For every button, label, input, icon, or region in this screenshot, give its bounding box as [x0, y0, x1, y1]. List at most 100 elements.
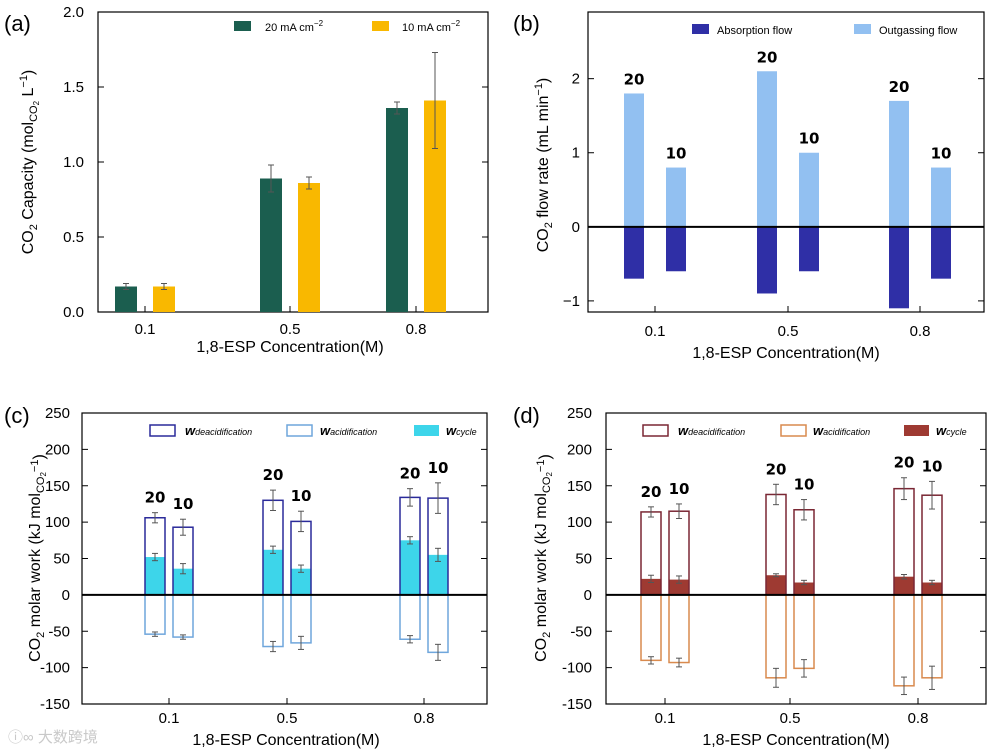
- y-tick-label: 250: [45, 405, 70, 422]
- wcycle-bar-0.1-20: [145, 557, 165, 595]
- panel-c-x-ticks: 0.1 0.5 0.8: [159, 698, 435, 727]
- panel-b-legend-label-absorption: Absorption flow: [717, 25, 792, 37]
- panel-b-bars: 20 10 20 10 20 10: [588, 48, 984, 309]
- wcycle-bar-0.1-20: [641, 578, 661, 595]
- absorption-bar-0.8-20: [889, 226, 909, 309]
- wcycle-bar-0.1-10: [669, 579, 689, 595]
- group-label: 10: [794, 476, 815, 494]
- panel-d-y-label: CO2 molar work (kJ molCO2−1): [533, 454, 554, 662]
- wacidification-bar-0.5-20: [765, 594, 787, 679]
- panel-b-letter: (b): [513, 11, 540, 36]
- absorption-bar-0.8-10: [931, 226, 951, 279]
- y-tick-label: 0.5: [63, 229, 84, 246]
- group-label: 20: [263, 466, 284, 484]
- x-tick-label: 0.8: [414, 710, 435, 727]
- panel-d-letter: (d): [513, 403, 540, 428]
- outgassing-bar-0.5-10: [799, 152, 819, 227]
- wacidification-bar-0.8-20: [893, 594, 915, 687]
- y-tick-label: 1.5: [63, 79, 84, 96]
- panel-c-y-label: CO2 molar work (kJ molCO2−1): [27, 454, 48, 662]
- wacidification-bar-0.5-20: [262, 594, 284, 648]
- y-tick-label: 50: [575, 551, 592, 568]
- y-tick-label: 0: [584, 587, 592, 604]
- group-label: 10: [669, 480, 690, 498]
- y-tick-label: 100: [567, 514, 592, 531]
- y-tick-label: 0: [62, 587, 70, 604]
- panel-d-legend-label-acid: wacidification: [813, 423, 870, 438]
- outgassing-bar-0.1-20: [624, 93, 644, 227]
- y-tick-label: 150: [45, 478, 70, 495]
- wcycle-bar-0.8-10: [922, 582, 942, 595]
- group-label: 20: [757, 48, 778, 66]
- panel-b-legend-swatch-absorption: [692, 24, 709, 34]
- group-label: 10: [666, 145, 687, 163]
- wacidification-bar-0.1-10: [668, 594, 690, 664]
- panel-b-legend-label-outgassing: Outgassing flow: [879, 25, 957, 37]
- wacidification-bar-0.8-10: [921, 594, 943, 679]
- panel-a-y-ticks: 0.0 0.5 1.0 1.5 2.0: [63, 4, 488, 321]
- y-tick-label: 0: [572, 219, 580, 236]
- panel-b-plot-frame: [587, 11, 985, 313]
- watermark: ⓘ∞ 大数跨境: [8, 728, 98, 746]
- panel-c-legend-label-deacid: wdeacidification: [185, 423, 252, 438]
- panel-b-x-label: 1,8-ESP Concentration(M): [692, 345, 879, 362]
- group-label: 10: [291, 487, 312, 505]
- x-tick-label: 0.1: [135, 321, 156, 338]
- group-label: 10: [428, 459, 449, 477]
- panel-b-y-label: CO2 flow rate (mL min−1): [533, 78, 555, 253]
- panel-d-legend-swatch-acid: [780, 424, 807, 437]
- panel-a-x-ticks: 0.1 0.5 0.8: [135, 306, 426, 338]
- group-label: 20: [624, 70, 645, 88]
- bar-10mA-0.1: [153, 286, 175, 312]
- outgassing-bar-0.1-10: [666, 167, 686, 227]
- wcycle-bar-0.8-10: [428, 554, 448, 595]
- group-label: 10: [173, 495, 194, 513]
- panel-d-x-label: 1,8-ESP Concentration(M): [702, 732, 889, 749]
- y-tick-label: −1: [563, 293, 580, 310]
- x-tick-label: 0.8: [908, 710, 929, 727]
- wcycle-bar-0.8-20: [400, 540, 420, 595]
- y-tick-label: 1: [572, 145, 580, 162]
- panel-a-bars: [115, 52, 446, 312]
- absorption-bar-0.1-20: [624, 226, 644, 279]
- y-tick-label: -50: [570, 623, 592, 640]
- panel-c-letter: (c): [4, 403, 30, 428]
- panel-d-bars: 20 10 20 10 20 10: [606, 454, 986, 696]
- wacidification-bar-0.1-20: [144, 594, 166, 635]
- wcycle-bar-0.5-20: [766, 575, 786, 595]
- group-label: 20: [889, 78, 910, 96]
- y-tick-label: 100: [45, 514, 70, 531]
- wcycle-bar-0.1-10: [173, 568, 193, 595]
- group-label: 20: [641, 483, 662, 501]
- y-tick-label: -150: [562, 696, 592, 713]
- group-label: 20: [766, 460, 787, 478]
- y-tick-label: 150: [567, 478, 592, 495]
- y-tick-label: 2: [572, 71, 580, 88]
- panel-d-legend-label-deacid: wdeacidification: [678, 423, 745, 438]
- wcycle-bar-0.5-20: [263, 549, 283, 595]
- outgassing-bar-0.5-20: [757, 71, 777, 227]
- panel-c-plot-frame: [81, 412, 488, 705]
- panel-d-legend-label-cycle: wcycle: [936, 423, 967, 438]
- panel-a-x-label: 1,8-ESP Concentration(M): [196, 339, 383, 356]
- panel-b: (b) −1 0 1 2 20 10 20 10 20 10 0.1 0.5 0.8 Absorpt…: [513, 11, 985, 362]
- panel-a-legend-swatch-20: [234, 21, 251, 31]
- absorption-bar-0.5-20: [757, 226, 777, 294]
- panel-a-legend-swatch-10: [372, 21, 389, 31]
- panel-c-legend-swatch-deacid: [149, 424, 176, 437]
- x-tick-label: 0.8: [910, 323, 931, 340]
- panel-a-y-label: CO2 Capacity (molCO2 L−1): [18, 70, 41, 255]
- panel-c-legend-label-cycle: wcycle: [446, 423, 477, 438]
- panel-b-x-ticks: 0.1 0.5 0.8: [645, 306, 931, 340]
- group-label: 10: [922, 457, 943, 475]
- y-tick-label: 200: [567, 441, 592, 458]
- panel-c-legend-swatch-acid: [286, 424, 313, 437]
- group-label: 20: [145, 489, 166, 507]
- outgassing-bar-0.8-10: [931, 167, 951, 227]
- y-tick-label: -50: [48, 623, 70, 640]
- panel-c-legend-label-acid: wacidification: [320, 423, 377, 438]
- panel-a-legend-label-10: 10 mA cm−2: [402, 19, 461, 34]
